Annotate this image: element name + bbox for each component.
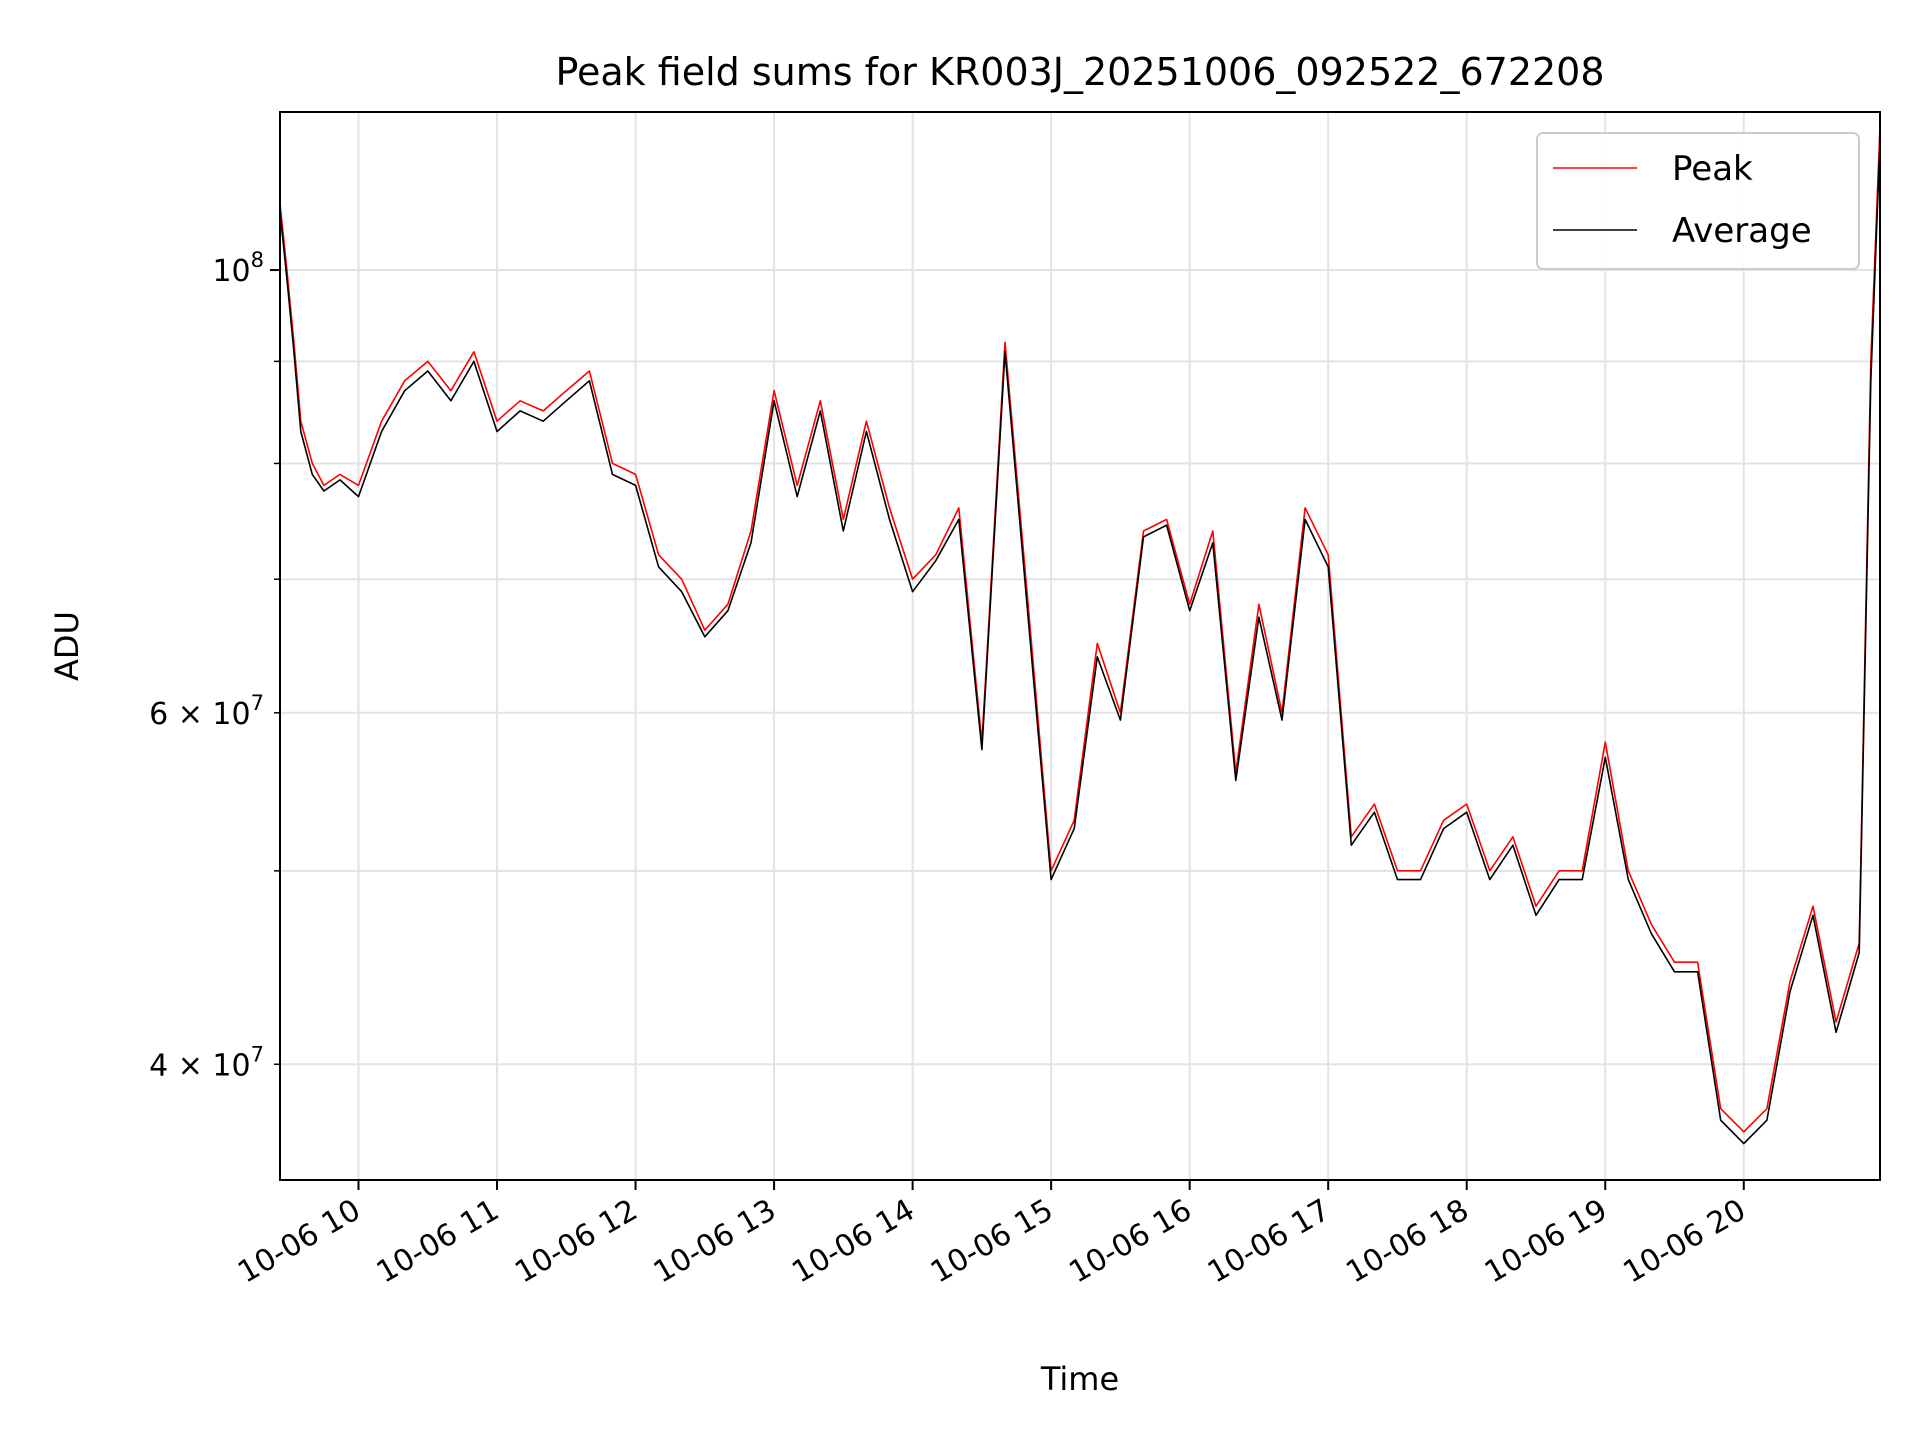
y-axis-label: ADU [48, 611, 86, 681]
series-line-average [280, 141, 1880, 1145]
y-tick-label: 6 × 107 [149, 691, 264, 732]
series-layer [280, 126, 1880, 1145]
y-axis: 108 6 × 107 4 × 107 [149, 248, 280, 1083]
chart-title: Peak field sums for KR003J_20251006_0925… [555, 50, 1604, 94]
grid-layer [280, 112, 1880, 1180]
y-tick-label: 108 [212, 248, 264, 289]
y-tick-label: 4 × 107 [149, 1042, 264, 1083]
x-axis-label: Time [1040, 1360, 1119, 1398]
legend-box [1536, 132, 1860, 270]
legend-label-average: Average [1672, 211, 1812, 251]
legend: Peak Average [1536, 132, 1860, 270]
plot-frame [279, 111, 1881, 1181]
legend-label-peak: Peak [1672, 149, 1753, 189]
